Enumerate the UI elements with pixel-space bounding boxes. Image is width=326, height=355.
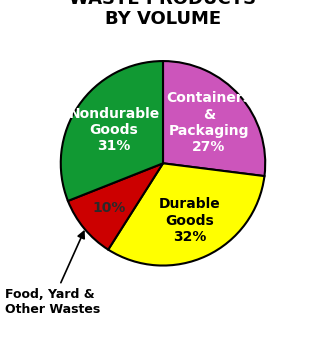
Text: Food, Yard &
Other Wastes: Food, Yard & Other Wastes <box>5 231 100 316</box>
Text: Nondurable
Goods
31%: Nondurable Goods 31% <box>68 107 160 153</box>
Text: Containers
&
Packaging
27%: Containers & Packaging 27% <box>167 92 252 154</box>
Text: 10%: 10% <box>93 201 126 215</box>
Text: Durable
Goods
32%: Durable Goods 32% <box>159 197 221 244</box>
Wedge shape <box>108 163 264 266</box>
Wedge shape <box>68 163 163 250</box>
Title: WASTE PRODUCTS
BY VOLUME: WASTE PRODUCTS BY VOLUME <box>69 0 257 28</box>
Wedge shape <box>163 61 265 176</box>
Wedge shape <box>61 61 163 201</box>
